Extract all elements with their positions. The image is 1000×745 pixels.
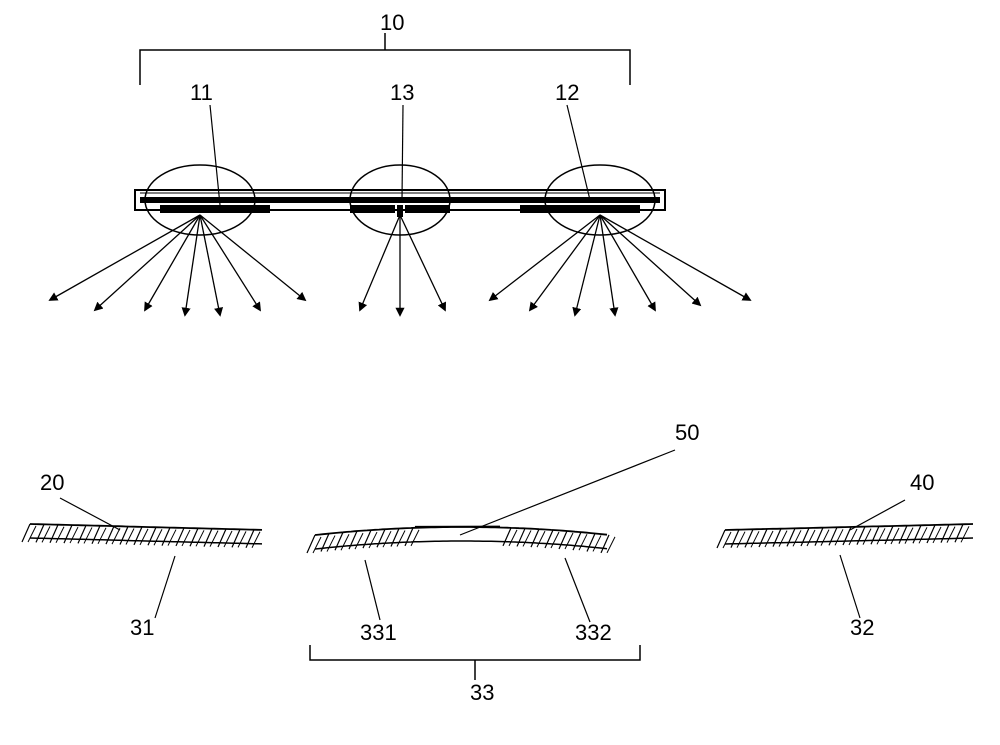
label-10: 10: [380, 10, 404, 35]
label-32: 32: [850, 615, 874, 640]
label-332: 332: [575, 620, 612, 645]
label-31: 31: [130, 615, 154, 640]
label-33: 33: [470, 680, 494, 705]
strip-40: [717, 524, 973, 548]
label-13: 13: [390, 80, 414, 105]
label-11: 11: [190, 80, 213, 105]
label-20: 20: [40, 470, 64, 495]
label-50: 50: [675, 420, 699, 445]
label-331: 331: [360, 620, 397, 645]
label-40: 40: [910, 470, 934, 495]
strip-20: [22, 524, 262, 548]
label-12: 12: [555, 80, 579, 105]
strip-33: [307, 527, 615, 553]
